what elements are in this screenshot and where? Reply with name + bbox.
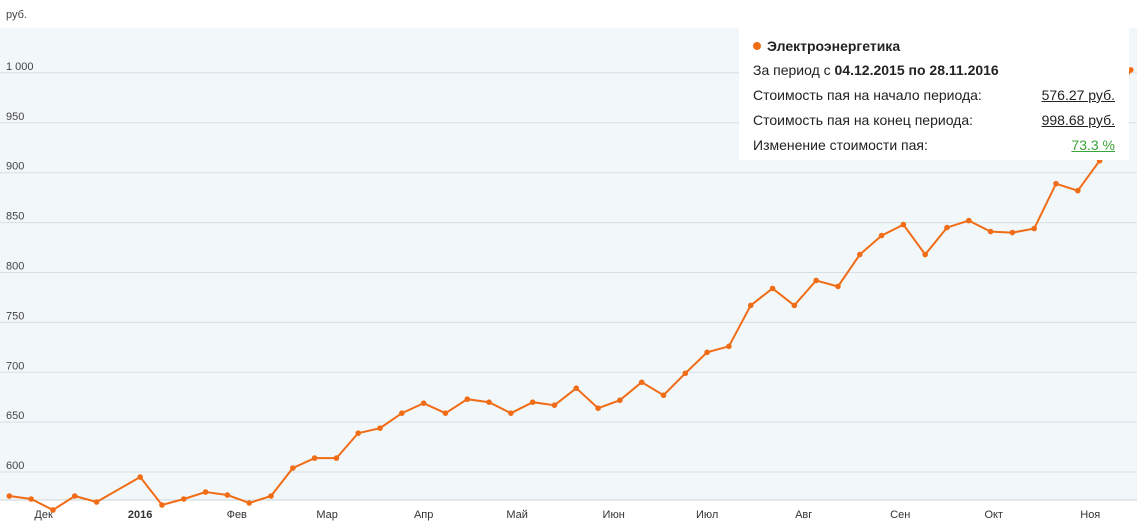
data-point[interactable] — [1009, 229, 1016, 236]
y-tick-label: 850 — [6, 211, 24, 223]
data-point[interactable] — [93, 499, 100, 505]
data-point[interactable] — [420, 400, 427, 407]
y-tick-label: 950 — [6, 111, 24, 123]
data-point[interactable] — [726, 343, 732, 350]
y-tick-label: 700 — [6, 360, 24, 372]
data-point[interactable] — [6, 493, 13, 499]
y-tick-label: 1 000 — [6, 61, 34, 73]
data-point[interactable] — [311, 455, 318, 461]
data-point[interactable] — [638, 379, 645, 386]
data-point[interactable] — [813, 277, 819, 284]
change-label: Изменение стоимости пая: — [753, 137, 928, 153]
x-tick-label: Ноя — [1080, 509, 1100, 521]
tooltip: Электроэнергетика За период с 04.12.2015… — [739, 28, 1129, 160]
x-tick-label: Авг — [795, 509, 812, 521]
data-point[interactable] — [290, 465, 296, 471]
data-point[interactable] — [595, 405, 601, 411]
data-point[interactable] — [137, 474, 143, 480]
data-point[interactable] — [464, 396, 471, 403]
tooltip-title-row: Электроэнергетика — [753, 34, 1115, 58]
y-tick-label: 800 — [6, 260, 24, 272]
data-point[interactable] — [71, 493, 78, 499]
period-start: 04.12.2015 — [834, 62, 905, 78]
series-line — [9, 69, 1132, 512]
data-point[interactable] — [835, 283, 841, 290]
gridlines — [0, 72, 1137, 501]
data-point[interactable] — [442, 410, 449, 416]
data-point[interactable] — [1053, 180, 1059, 187]
x-tick-label: Июл — [696, 509, 718, 521]
data-point[interactable] — [28, 496, 34, 502]
data-point[interactable] — [246, 500, 253, 506]
y-tick-label: 750 — [6, 310, 24, 322]
data-point[interactable] — [922, 251, 928, 258]
x-tick-label: Сен — [890, 509, 910, 521]
data-point[interactable] — [1075, 187, 1081, 194]
x-tick-label: Июн — [603, 509, 625, 521]
tooltip-period: За период с 04.12.2015 по 28.11.2016 — [753, 58, 1115, 83]
tooltip-end-row: Стоимость пая на конец периода: 998.68 р… — [753, 108, 1115, 133]
y-axis-label: руб. — [6, 9, 27, 21]
period-prefix: За период с — [753, 62, 831, 78]
data-point[interactable] — [944, 224, 950, 231]
data-point[interactable] — [202, 489, 209, 495]
y-tick-label: 600 — [6, 460, 24, 472]
x-tick-label: Фев — [227, 509, 247, 521]
start-value: 576.27 руб. — [1041, 87, 1115, 103]
tooltip-change-row: Изменение стоимости пая: 73.3 % — [753, 133, 1115, 158]
data-point[interactable] — [878, 232, 885, 239]
data-point[interactable] — [486, 399, 492, 406]
x-axis-ticks: Дек 2016 Фев Мар Апр Май Июн Июл Авг Сен Окт Ноя — [34, 509, 1100, 521]
tooltip-start-row: Стоимость пая на начало периода: 576.27 … — [753, 83, 1115, 108]
y-axis-ticks: 600 650 700 750 800 850 900 950 1 000 — [6, 61, 34, 472]
tooltip-title: Электроэнергетика — [767, 38, 901, 54]
series-dot-icon — [753, 42, 761, 50]
data-point[interactable] — [987, 228, 994, 235]
data-point[interactable] — [529, 399, 536, 406]
data-point[interactable] — [333, 455, 340, 461]
data-point[interactable] — [1031, 225, 1038, 232]
start-label: Стоимость пая на начало периода: — [753, 87, 982, 103]
data-point[interactable] — [660, 392, 667, 399]
data-point[interactable] — [551, 402, 558, 409]
data-point[interactable] — [268, 493, 274, 499]
data-point[interactable] — [747, 302, 754, 309]
data-point[interactable] — [573, 385, 580, 392]
change-value: 73.3 % — [1071, 137, 1115, 153]
period-end: 28.11.2016 — [929, 62, 999, 78]
x-tick-label: Дек — [34, 509, 53, 521]
data-point[interactable] — [50, 507, 56, 513]
y-tick-label: 900 — [6, 161, 24, 173]
data-point[interactable] — [399, 410, 405, 416]
data-point[interactable] — [965, 217, 972, 224]
x-tick-label: 2016 — [128, 509, 152, 521]
data-point[interactable] — [900, 221, 907, 228]
data-point[interactable] — [377, 425, 383, 431]
x-tick-label: Май — [506, 509, 528, 521]
data-point[interactable] — [224, 492, 231, 498]
data-point[interactable] — [355, 430, 362, 436]
end-value: 998.68 руб. — [1041, 112, 1115, 128]
x-tick-label: Мар — [316, 509, 338, 521]
data-point[interactable] — [180, 496, 187, 502]
data-point[interactable] — [617, 397, 623, 404]
data-point[interactable] — [791, 302, 798, 309]
end-label: Стоимость пая на конец периода: — [753, 112, 974, 128]
data-point[interactable] — [1127, 67, 1134, 73]
period-mid: по — [908, 62, 926, 78]
data-point[interactable] — [682, 370, 689, 377]
data-point[interactable] — [856, 251, 863, 258]
x-tick-label: Окт — [984, 509, 1003, 521]
x-tick-label: Апр — [414, 509, 433, 521]
data-point[interactable] — [159, 502, 165, 508]
y-tick-label: 650 — [6, 410, 24, 422]
data-point[interactable] — [508, 410, 514, 416]
data-point[interactable] — [769, 285, 776, 292]
data-point[interactable] — [704, 349, 710, 356]
